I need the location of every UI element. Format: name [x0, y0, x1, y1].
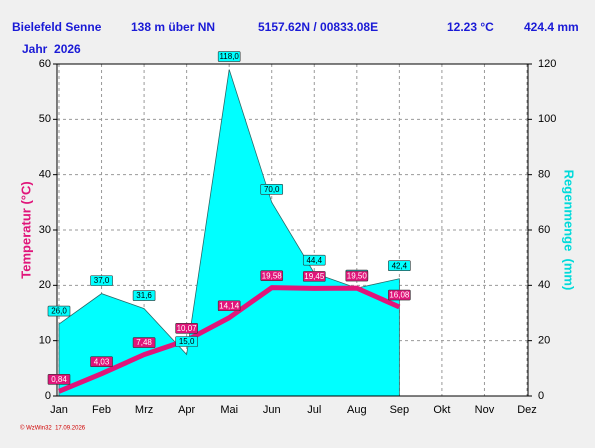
temperature-label-bg [90, 356, 113, 368]
elevation: 138 m über NN [131, 20, 215, 34]
temperature-label-bg [388, 289, 411, 301]
rain-label-box: 26,0 [47, 305, 71, 317]
x-tick-label: Apr [178, 404, 195, 416]
x-tick-label: Jun [263, 404, 281, 416]
temperature-label-bg [217, 300, 241, 312]
temperature-label-bg [132, 337, 156, 348]
temperature-label: 19,58 [262, 271, 283, 280]
rain-label-bg [302, 254, 326, 266]
temperature-label-bg [47, 374, 71, 385]
plot-frame [56, 63, 529, 397]
temperature-label: 16,08 [389, 291, 410, 300]
y-tick-label: 60 [39, 58, 51, 70]
temperature-label-box: 0,84 [47, 374, 71, 385]
rain-label: 70,0 [264, 185, 280, 194]
footer: © WzWin32 17.09.2026 [20, 425, 86, 432]
x-tick-label: Jan [50, 404, 68, 416]
temperature-label: 4,03 [94, 357, 110, 366]
rain-label: 42,4 [392, 261, 408, 270]
rain-label: 15,0 [179, 337, 195, 346]
y2-tick-label: 0 [538, 390, 544, 402]
x-tick-label: Okt [433, 404, 450, 416]
y2-tick-label: 120 [538, 58, 556, 70]
temperature-label: 19,45 [304, 272, 325, 281]
temperature-label-box: 7,48 [132, 337, 156, 348]
temperature-label-box: 19,50 [345, 270, 369, 282]
rain-label-box: 70,0 [260, 184, 284, 195]
x-tick-label: Feb [92, 404, 111, 416]
y2-tick-label: 40 [538, 279, 550, 291]
y-tick-label: 0 [45, 390, 51, 402]
rain-label-bg [217, 51, 241, 62]
temperature-label-box: 19,45 [302, 271, 326, 282]
temperature-label-box: 16,08 [388, 289, 411, 301]
y-tick-label: 50 [39, 113, 51, 125]
mean-temperature: 12.23 °C [447, 20, 494, 34]
rain-label: 44,4 [306, 256, 322, 265]
temperature-label: 10,07 [177, 324, 198, 333]
temperature-label: 19,50 [347, 272, 368, 281]
rain-label: 31,6 [136, 291, 152, 300]
y2-tick-label: 20 [538, 335, 550, 347]
temperature-label-box: 19,58 [260, 270, 284, 281]
x-tick-label: Mai [220, 404, 238, 416]
y-axis-label: Temperatur (°C) [18, 181, 33, 278]
y-tick-label: 10 [39, 335, 51, 347]
y-tick-label: 30 [39, 224, 51, 236]
rain-label: 37,0 [94, 276, 110, 285]
temperature-label-box: 4,03 [90, 356, 113, 368]
y2-tick-label: 100 [538, 113, 556, 125]
subtitle: Jahr 2026 [22, 42, 81, 56]
x-tick-label: Nov [475, 404, 495, 416]
x-tick-label: Jul [307, 404, 321, 416]
temperature-line [58, 285, 401, 394]
rain-label-bg [260, 184, 284, 195]
temperature-label: 7,48 [136, 338, 152, 347]
rain-label-box: 31,6 [132, 290, 156, 301]
y-tick-label: 40 [39, 169, 51, 181]
y2-tick-label: 60 [538, 224, 550, 236]
coordinates: 5157.62N / 00833.08E [258, 20, 378, 34]
total-precipitation: 424.4 mm [524, 20, 579, 34]
x-tick-label: Mrz [135, 404, 153, 416]
rain-label-box: 118,0 [217, 51, 241, 62]
rain-label-bg [388, 260, 411, 271]
rain-label-box: 42,4 [388, 260, 411, 271]
y2-axis-label: Regenmenge (mm) [562, 170, 577, 291]
temperature-label: 0,84 [51, 375, 67, 384]
rain-label-box: 15,0 [175, 336, 198, 347]
station: Bielefeld Senne [12, 20, 102, 34]
temperature-label-bg [260, 270, 284, 281]
rain-label-box: 37,0 [90, 275, 113, 286]
temperature-label-box: 10,07 [175, 322, 198, 334]
rain-label-bg [175, 336, 198, 347]
rain-label: 118,0 [219, 52, 239, 61]
x-tick-label: Aug [347, 404, 367, 416]
rain-label-box: 44,4 [302, 254, 326, 266]
y-tick-label: 20 [39, 279, 51, 291]
temperature-label-bg [302, 271, 326, 282]
temperature-label-bg [345, 270, 369, 282]
y2-tick-label: 80 [538, 169, 550, 181]
x-tick-label: Dez [517, 404, 537, 416]
x-tick-label: Sep [390, 404, 410, 416]
rain-label-bg [47, 305, 71, 317]
temperature-label-box: 14,14 [217, 300, 241, 312]
rain-label-bg [132, 290, 156, 301]
temperature-label-bg [175, 322, 198, 334]
rain-label-bg [90, 275, 113, 286]
temperature-label: 14,14 [219, 301, 240, 310]
rain-label: 26,0 [51, 307, 67, 316]
